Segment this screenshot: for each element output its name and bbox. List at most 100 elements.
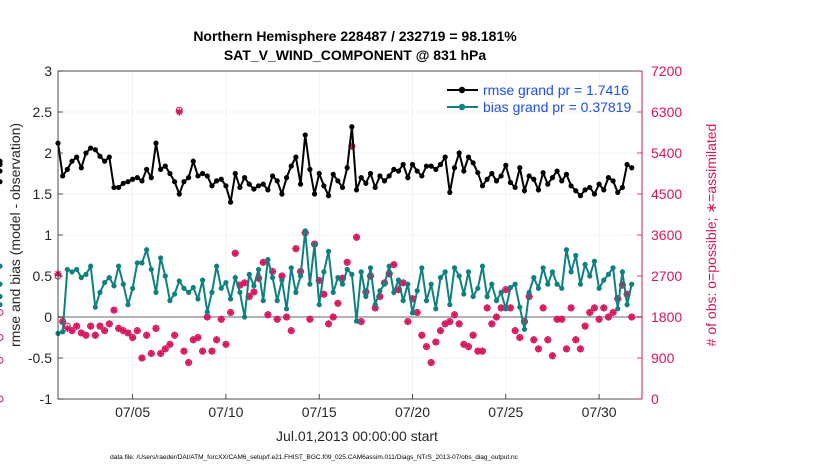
y2-axis-ticks: 0 900 1800 2700 3600 4500 5400 6300 7200: [637, 63, 682, 407]
obs-assimilated-marker: [446, 317, 454, 326]
rmse-point: [433, 166, 439, 172]
obs-assimilated-marker: [180, 347, 188, 355]
obs-assimilated-marker: [418, 331, 426, 339]
obs-assimilated-marker: [245, 292, 253, 301]
bias-point: [186, 289, 192, 295]
obs-assimilated-marker: [110, 306, 118, 314]
rmse-point: [69, 158, 75, 164]
rmse-point: [517, 165, 523, 171]
bias-point: [461, 291, 467, 297]
chart-title-line1: Northern Hemisphere 228487 / 232719 = 98…: [193, 28, 517, 44]
rmse-point: [260, 181, 266, 187]
rmse-point: [237, 184, 243, 191]
obs-assimilated-marker: [413, 308, 421, 317]
rmse-point: [349, 124, 355, 130]
bias-point: [419, 265, 425, 271]
bias-point: [162, 273, 168, 279]
obs-assimilated-marker: [520, 317, 529, 326]
rmse-point: [148, 175, 154, 181]
rmse-point: [545, 181, 551, 187]
obs-assimilated-marker: [464, 343, 473, 351]
obs-assimilated-marker: [488, 320, 496, 328]
rmse-point: [465, 154, 472, 160]
bias-point: [381, 281, 388, 287]
obs-possible-marker: [0, 308, 4, 316]
obs-assimilated-marker: [422, 343, 431, 351]
obs-assimilated-marker: [628, 313, 636, 321]
bias-point: [190, 284, 196, 291]
bias-point: [563, 247, 570, 253]
y2-tick-label: 1800: [651, 309, 682, 325]
legend-bias-marker: [458, 103, 466, 111]
obs-possible-marker: [0, 356, 4, 364]
obs-assimilated-marker: [366, 272, 375, 280]
bias-point: [349, 271, 355, 277]
obs-assimilated-marker: [567, 304, 575, 312]
bias-point: [493, 298, 500, 304]
bias-point: [316, 302, 322, 308]
bias-point: [88, 263, 94, 269]
rmse-point: [209, 183, 215, 189]
obs-possible-marker: [0, 334, 4, 341]
bias-point: [512, 281, 518, 287]
rmse-point: [218, 176, 224, 182]
bias-point: [535, 285, 542, 291]
y2-tick-label: 6300: [651, 104, 682, 120]
bias-point: [302, 228, 308, 234]
obs-assimilated-marker: [390, 261, 398, 269]
x-tick-label: 07/10: [208, 404, 243, 420]
bias-point: [517, 304, 523, 310]
rmse-point: [311, 191, 318, 197]
bias-point: [69, 269, 75, 275]
bias-point: [139, 260, 145, 266]
bias-point: [297, 273, 304, 279]
obs-assimilated-marker: [506, 304, 515, 312]
bias-point: [241, 314, 248, 320]
bias-point: [465, 269, 472, 275]
obs-assimilated-marker: [590, 304, 599, 312]
rmse-point: [241, 175, 248, 181]
rmse-point: [0, 158, 3, 164]
obs-possible-marker: [0, 395, 4, 403]
obs-assimilated-marker: [185, 358, 193, 367]
bias-point: [540, 265, 546, 271]
obs-assimilated-marker: [436, 327, 445, 335]
obs-assimilated-marker: [96, 322, 104, 330]
rmse-point: [111, 184, 117, 191]
rmse-point: [577, 193, 584, 199]
obs-assimilated-marker: [199, 347, 207, 355]
rmse-point: [381, 178, 388, 184]
legend-rmse-marker: [458, 86, 466, 94]
obs-assimilated-marker: [77, 329, 85, 337]
rmse-point: [344, 165, 350, 171]
obs-assimilated-marker: [315, 276, 323, 285]
bias-point: [507, 284, 514, 291]
rmse-point: [489, 170, 495, 177]
rmse-point: [92, 147, 98, 153]
obs-assimilated-marker: [371, 304, 379, 312]
bias-point: [144, 247, 150, 253]
bias-series: [0, 228, 635, 336]
obs-assimilated-marker: [250, 288, 258, 296]
bias-point: [372, 302, 378, 308]
obs-assimilated-marker: [324, 320, 333, 328]
bias-point: [503, 306, 509, 312]
obs-assimilated-marker: [161, 345, 169, 353]
obs-assimilated-marker: [581, 322, 589, 330]
rmse-point: [409, 161, 416, 168]
bias-point: [591, 258, 598, 264]
rmse-point: [367, 170, 374, 177]
rmse-point: [512, 184, 518, 191]
rmse-point: [461, 168, 467, 174]
obs-assimilated-marker: [82, 331, 90, 339]
bias-point: [209, 289, 215, 295]
rmse-point: [255, 183, 262, 189]
bias-point: [200, 277, 206, 283]
bias-point: [610, 265, 616, 271]
obs-assimilated-marker: [450, 311, 459, 319]
x-axis-label: Jul.01,2013 00:00:00 start: [276, 428, 438, 444]
bias-point: [344, 266, 350, 273]
obs-assimilated-marker: [534, 345, 543, 353]
rmse-point: [204, 173, 210, 179]
x-axis-ticks: 07/05 07/10 07/15 07/20 07/25 07/30: [115, 394, 617, 420]
